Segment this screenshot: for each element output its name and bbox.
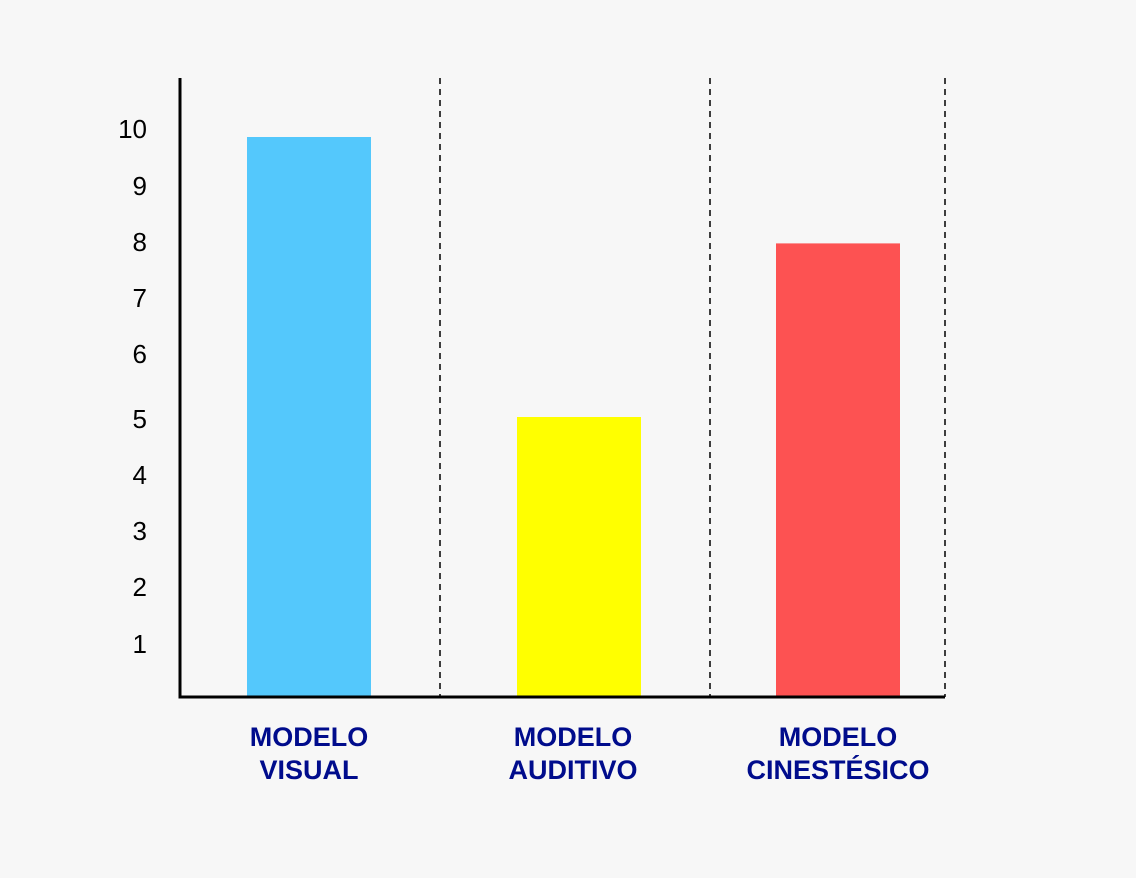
axes bbox=[178, 78, 945, 699]
category-label-line: VISUAL bbox=[259, 755, 358, 785]
bars bbox=[247, 137, 900, 697]
category-separators bbox=[439, 78, 946, 697]
bar-3 bbox=[776, 243, 900, 697]
category-label-1: MODELO VISUAL bbox=[250, 722, 369, 785]
y-tick-label: 7 bbox=[133, 283, 147, 313]
y-tick-label: 3 bbox=[133, 516, 147, 546]
y-tick-label: 9 bbox=[133, 171, 147, 201]
y-tick-label: 8 bbox=[133, 227, 147, 257]
y-tick-label: 10 bbox=[118, 114, 147, 144]
category-label-3: MODELO CINESTÉSICO bbox=[746, 722, 929, 785]
category-label-line: AUDITIVO bbox=[508, 755, 637, 785]
y-tick-labels: 1 2 3 4 5 6 7 8 9 10 bbox=[118, 114, 147, 659]
category-label-line: MODELO bbox=[779, 722, 898, 752]
y-tick-label: 4 bbox=[133, 460, 147, 490]
category-label-line: CINESTÉSICO bbox=[746, 754, 929, 785]
category-label-2: MODELO AUDITIVO bbox=[508, 722, 637, 785]
bar-2 bbox=[517, 417, 641, 697]
y-tick-label: 2 bbox=[133, 572, 147, 602]
y-tick-label: 5 bbox=[133, 404, 147, 434]
bar-1 bbox=[247, 137, 371, 697]
y-tick-label: 1 bbox=[133, 629, 147, 659]
category-label-line: MODELO bbox=[514, 722, 633, 752]
category-label-line: MODELO bbox=[250, 722, 369, 752]
y-tick-label: 6 bbox=[133, 339, 147, 369]
